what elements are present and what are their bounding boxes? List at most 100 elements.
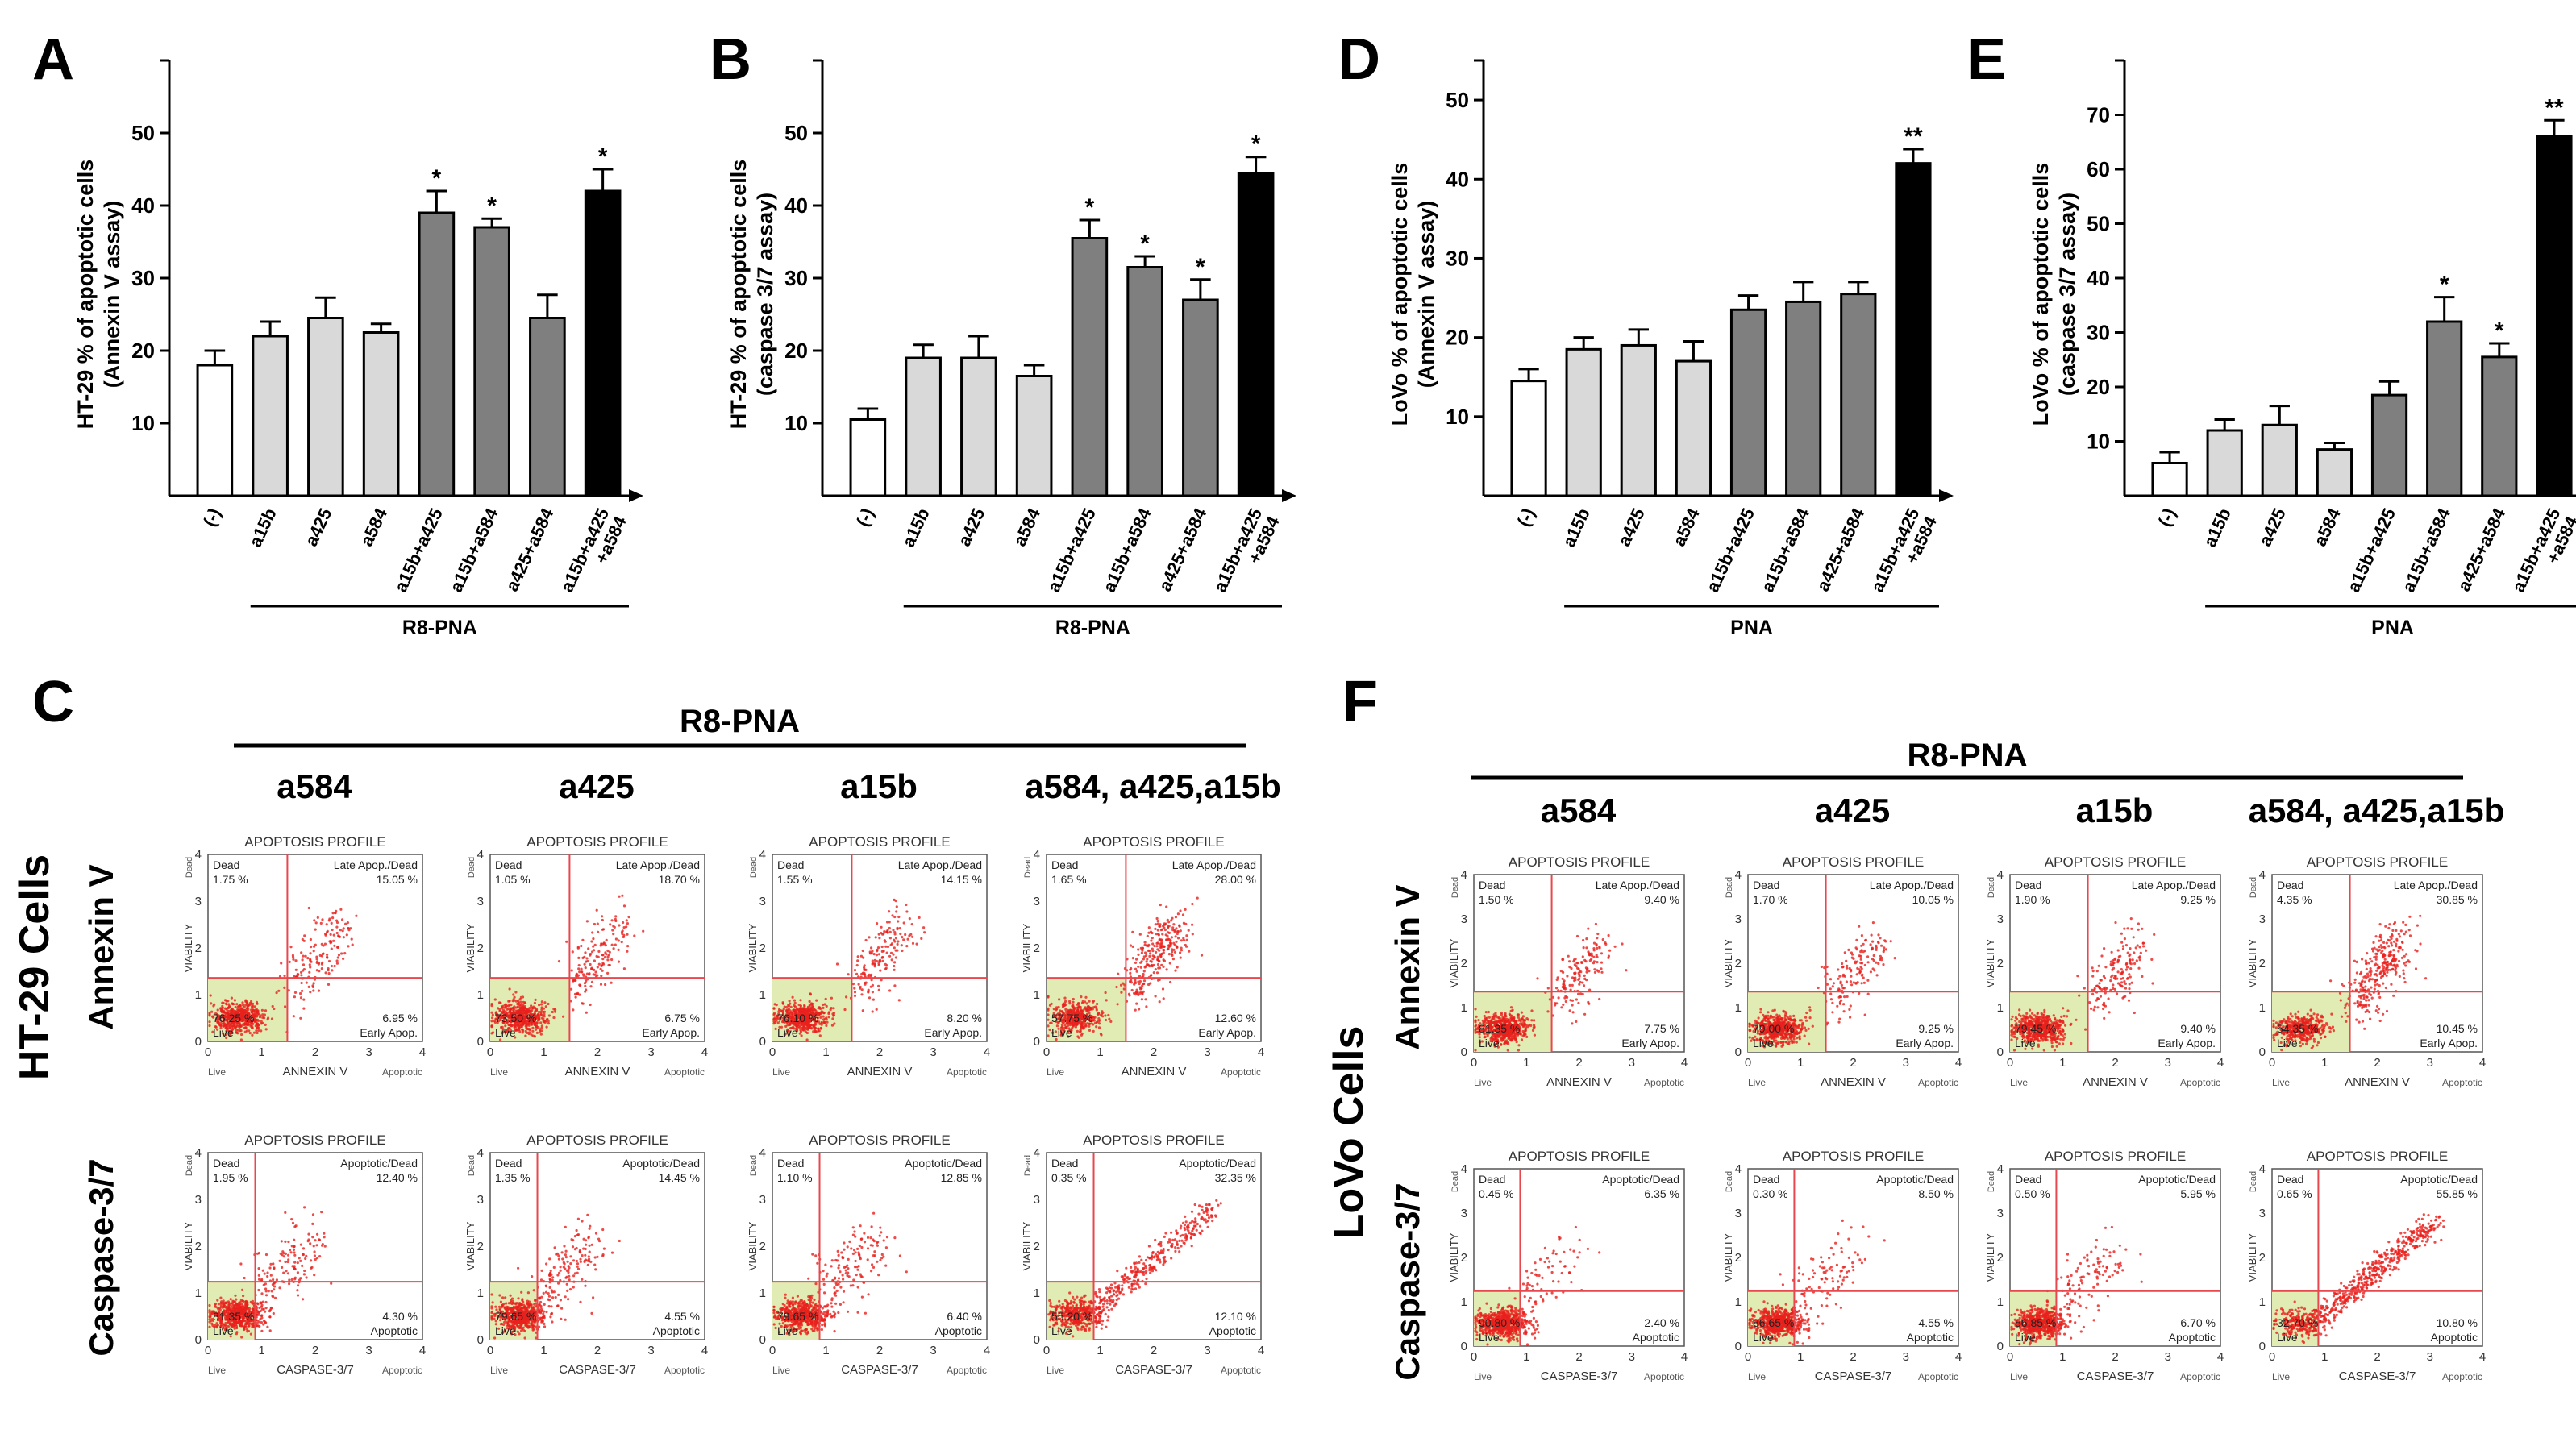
scatter-dot [899,932,902,936]
scatter-dot [900,944,903,947]
scatter-dot [612,947,615,950]
scatter-dot [1150,960,1153,963]
scatter-dot [880,1231,883,1234]
scatter-dot [791,995,794,999]
scatter-dot [617,960,621,963]
scatter-dot [251,1026,254,1029]
scatter-dot [1176,930,1180,933]
scatter-dot [819,1016,822,1019]
scatter-dot [490,1020,493,1023]
scatter-dot [1154,968,1157,971]
scatter-dot [787,1004,790,1007]
scatter-dot [863,968,866,971]
scatter-dot [626,933,629,936]
scatter-dot [582,1247,585,1250]
quadrant-dead-value: 1.95 % [213,1171,248,1184]
scatter-dot [260,1329,264,1332]
scatter-dot [1077,1006,1080,1009]
scatter-dot [339,929,342,932]
scatter-dot [622,935,626,939]
scatter-dot [610,919,614,922]
scatter-dot [1109,1020,1113,1023]
quadrant-late-value: 15.05 % [377,873,418,886]
scatter-dot [851,1252,855,1255]
scatter-dot [578,970,581,974]
y-tick: 1 [477,1286,484,1300]
scatter-dot [521,1006,524,1009]
scatter-dot [1158,1000,1161,1004]
scatter-dot [1163,959,1166,962]
scatter-dot [1160,963,1163,966]
scatter-dot [1142,982,1146,986]
scatter-dot [239,1262,243,1266]
scatter-dot [320,962,323,966]
scatter-dot [885,951,888,954]
scatter-dot [1176,912,1180,916]
y-tick: 1 [759,988,766,1002]
scatter-dot [518,1008,522,1012]
quadrant-early-value: 4.55 % [664,1310,700,1323]
x-tick-label-part: a425+a584 [1812,505,1869,595]
scatter-dot [831,1017,834,1020]
scatter-dot [1156,941,1159,945]
scatter-dot [601,958,605,961]
y-tick: 4 [1034,848,1040,862]
quadrant-late-value: 14.45 % [659,1171,700,1184]
scatter-dot [1167,947,1170,950]
scatter-dot [617,948,620,951]
quadrant-dead-value: 1.35 % [495,1171,531,1184]
scatter-dot [1095,1025,1098,1029]
scatter-dot [590,967,593,970]
scatter-dot [545,1285,548,1288]
scatter-dot [915,942,918,946]
scatter-dot [1145,1005,1148,1008]
scatter-dot [277,989,281,992]
scatter-dot [1138,933,1142,936]
quadrant-live-value: 81.35 % [213,1310,254,1323]
scatter-dot [326,953,329,956]
scatter-dot [893,964,896,968]
scatter-dot [825,1004,828,1008]
scatter-dot [1184,922,1188,925]
scatter-dot [1119,983,1123,987]
scatter-dot [221,1032,225,1035]
scatter-dot [584,1243,588,1246]
scatter-dot [559,1299,563,1302]
scatter-dot [572,1259,576,1262]
scatter-dot [562,1261,565,1264]
scatter-dot [572,1008,575,1012]
scatter-dot [522,1300,525,1303]
scatter-dot [213,1003,216,1006]
scatter-dot [1167,953,1171,956]
scatter-dot [581,1220,584,1223]
scatter-dot [1164,933,1167,937]
scatter-dot [611,929,614,932]
scatter-dot [846,1264,849,1267]
scatter-dot [542,1010,545,1013]
scatter-dot [1180,949,1184,952]
scatter-dot [228,1009,231,1012]
scatter-dot [576,1217,581,1220]
scatter-dot [289,1249,292,1252]
scatter-dot [570,969,573,972]
scatter-dot [589,1224,592,1228]
scatter-dot [293,1261,297,1264]
scatter-dot [539,1033,543,1036]
scatter-dot [539,1012,543,1016]
x-tick-label: a15b [898,505,934,551]
scatter-dot [317,989,321,992]
scatter-dot [551,1296,555,1299]
scatter-dot [1166,926,1170,929]
scatter-dot [561,1257,564,1261]
scatter-dot [291,1221,295,1224]
y-tick: 0 [477,1333,484,1347]
scatter-dot [497,1001,501,1004]
scatter-dot [830,1007,833,1010]
scatter-dot [818,1034,822,1037]
scatter-dot [804,1028,807,1031]
group-label: R8-PNA [402,617,477,639]
scatter-dot [793,1001,797,1004]
plot-title: APOPTOSIS PROFILE [526,1133,668,1148]
